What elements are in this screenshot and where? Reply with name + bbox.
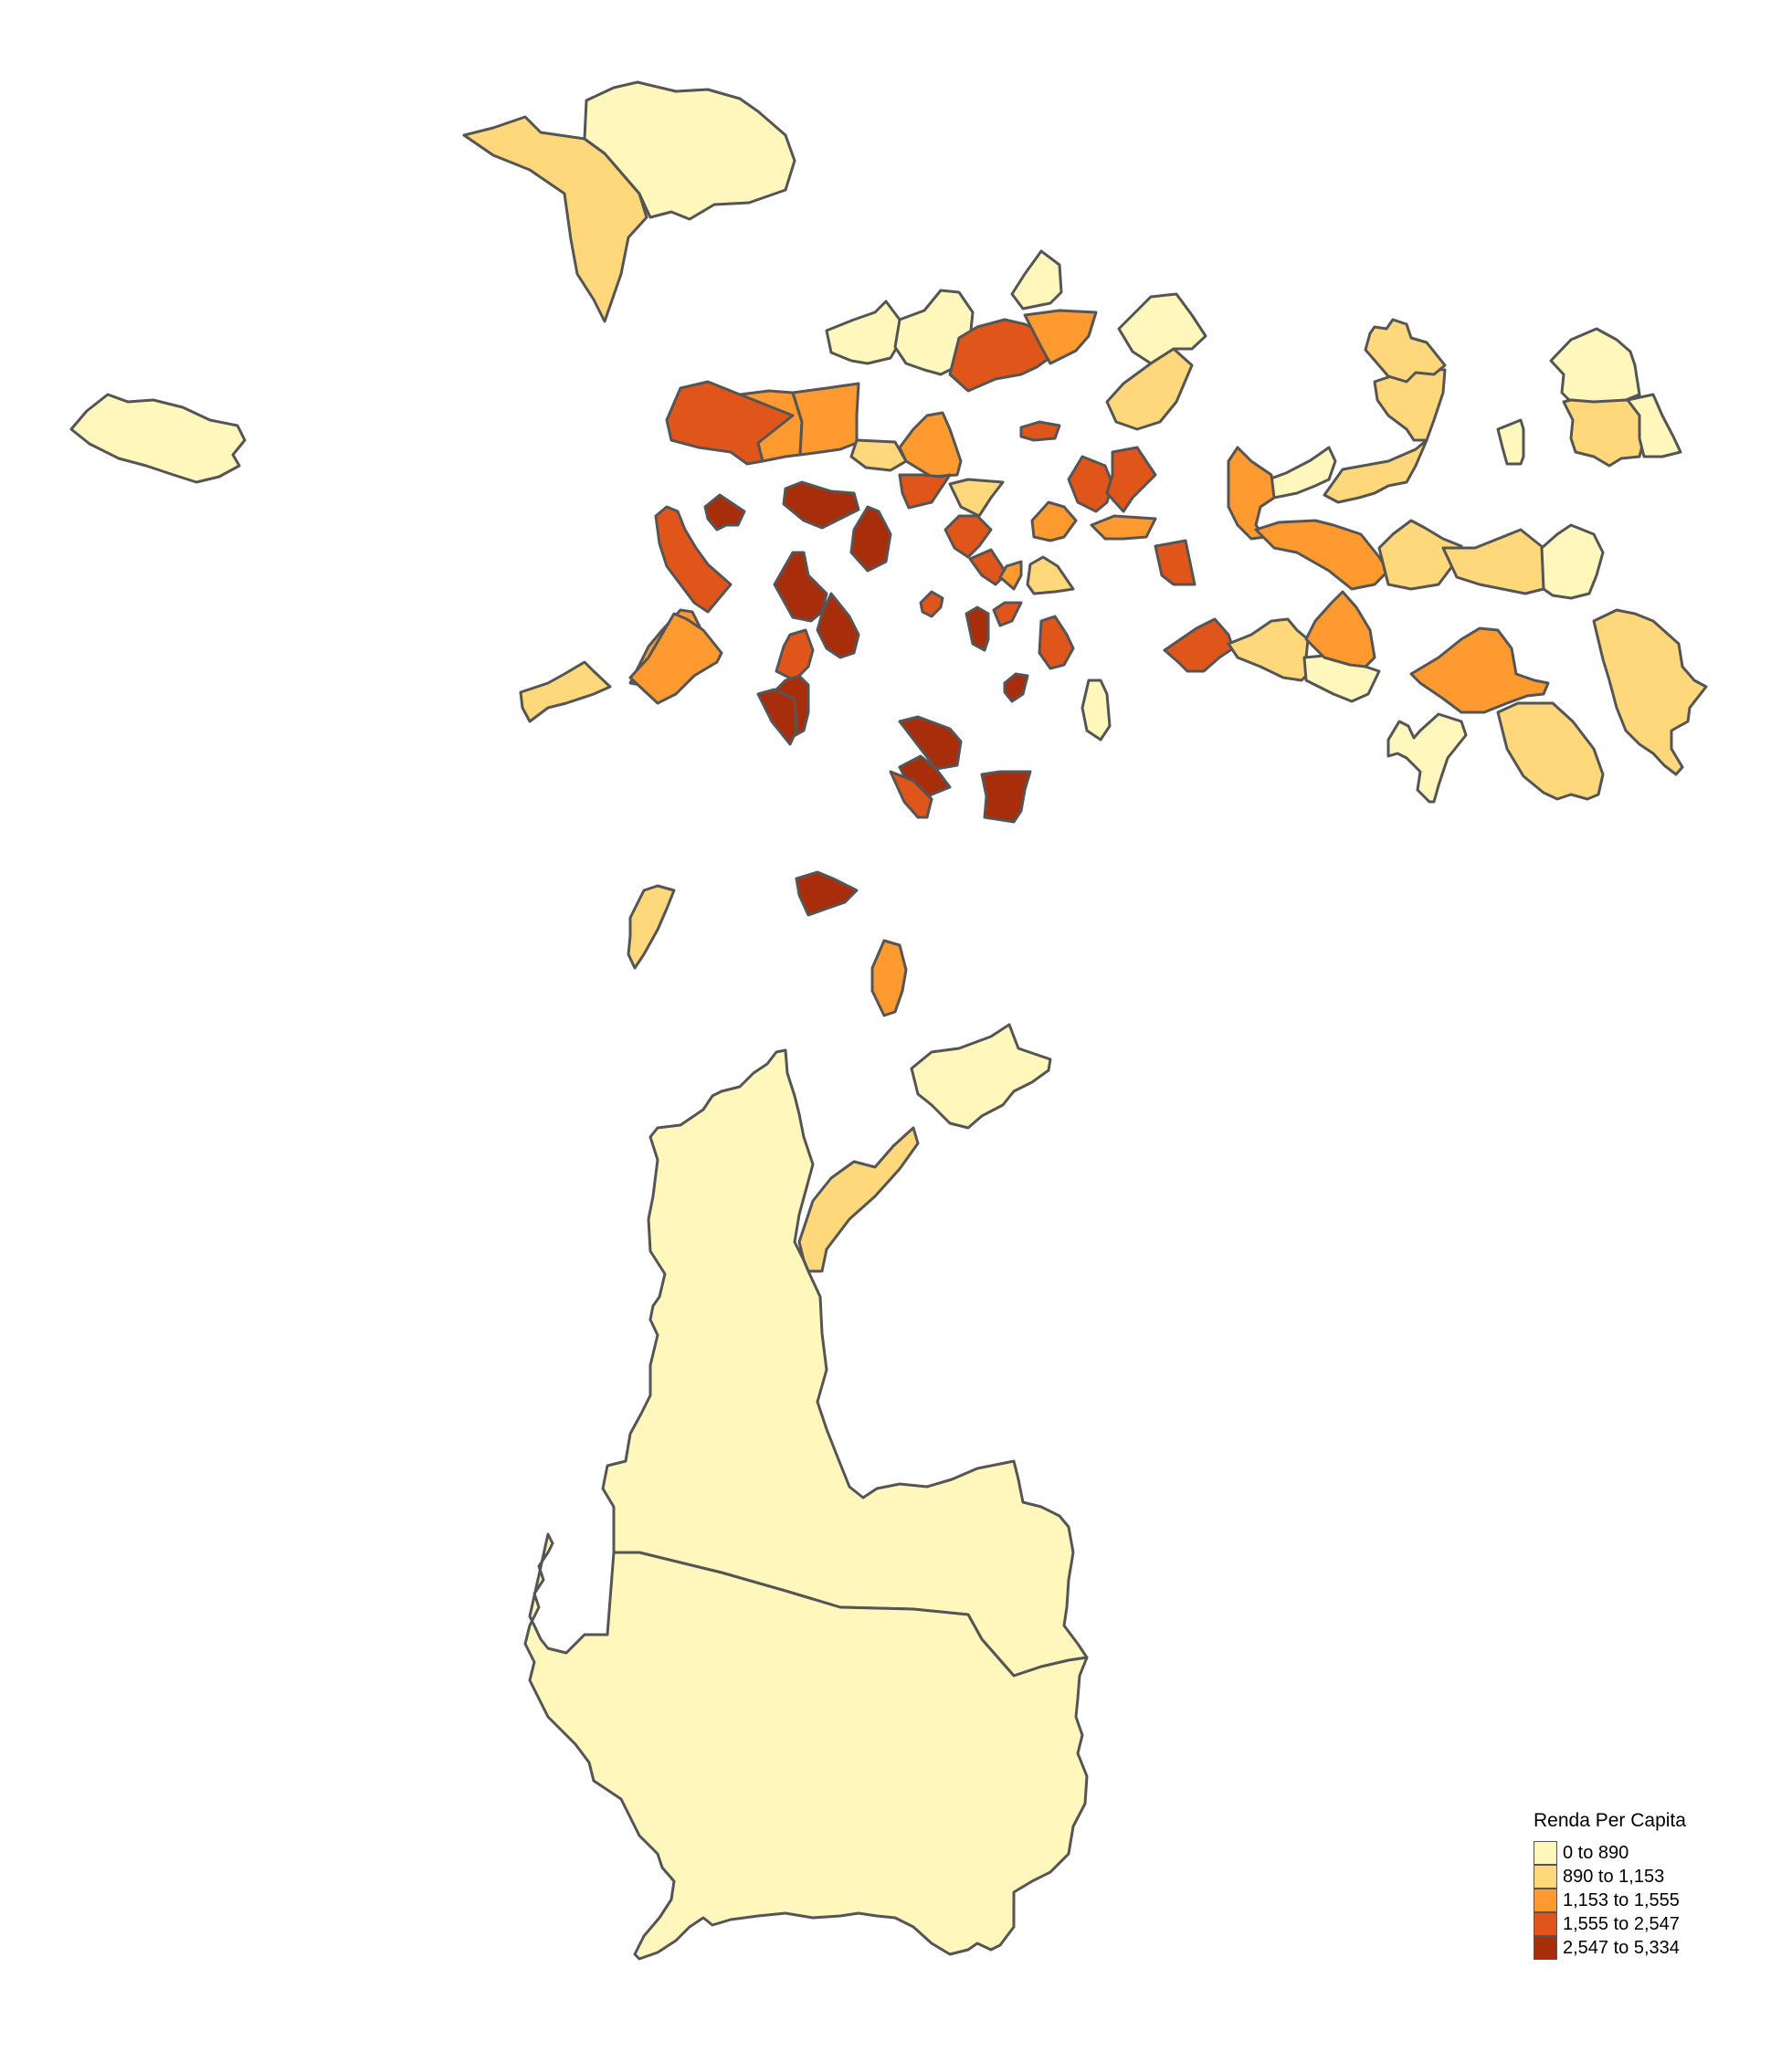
region-east-13[interactable] xyxy=(1409,626,1550,714)
legend-item: 2,547 to 5,334 xyxy=(1534,1936,1686,1960)
region-core-5[interactable] xyxy=(773,551,828,623)
region-east-10[interactable] xyxy=(1377,519,1463,591)
region-center-8[interactable] xyxy=(943,514,993,559)
region-center-10[interactable] xyxy=(1030,500,1078,542)
legend-label: 1,555 to 2,547 xyxy=(1563,1913,1680,1934)
region-east-15[interactable] xyxy=(1386,712,1468,804)
region-east-19[interactable] xyxy=(1549,327,1641,404)
region-east-17[interactable] xyxy=(1364,318,1447,384)
region-south-1[interactable] xyxy=(756,688,798,746)
region-east-16[interactable] xyxy=(1592,608,1708,776)
region-east-12[interactable] xyxy=(1540,523,1605,600)
legend-label: 2,547 to 5,334 xyxy=(1563,1937,1680,1958)
region-east-20[interactable] xyxy=(1562,393,1646,468)
region-west-3[interactable] xyxy=(519,660,612,723)
region-center-12[interactable] xyxy=(998,560,1023,591)
region-center-14b[interactable] xyxy=(1080,679,1112,742)
legend-item: 1,153 to 1,555 xyxy=(1534,1889,1686,1912)
region-north-g[interactable] xyxy=(1105,347,1194,431)
region-core-10[interactable] xyxy=(919,590,944,618)
region-south-4[interactable] xyxy=(889,770,933,819)
region-east-3[interactable] xyxy=(1323,438,1428,504)
region-north-f[interactable] xyxy=(1117,292,1207,365)
region-center-west-3[interactable] xyxy=(791,382,860,457)
legend-swatch xyxy=(1534,1865,1557,1889)
region-south-7[interactable] xyxy=(870,939,908,1017)
legend-title: Renda Per Capita xyxy=(1534,1810,1686,1831)
region-north-c[interactable] xyxy=(1010,249,1063,310)
region-core-11[interactable] xyxy=(992,601,1023,627)
legend-item: 890 to 1,153 xyxy=(1534,1865,1686,1889)
region-west-1[interactable] xyxy=(654,505,733,614)
legend-swatch xyxy=(1534,1936,1557,1960)
region-south-5[interactable] xyxy=(795,870,859,917)
region-center-14[interactable] xyxy=(1154,539,1196,586)
region-core-9[interactable] xyxy=(628,612,723,705)
region-center-2[interactable] xyxy=(1003,672,1029,703)
region-east-7[interactable] xyxy=(1227,617,1317,682)
region-center-7[interactable] xyxy=(1105,446,1157,513)
legend-swatch xyxy=(1534,1841,1557,1865)
legend-item: 0 to 890 xyxy=(1534,1841,1686,1865)
region-east-18[interactable] xyxy=(1496,418,1525,466)
region-east-21[interactable] xyxy=(1626,393,1682,458)
region-south-3[interactable] xyxy=(980,770,1032,824)
region-east-6[interactable] xyxy=(1163,617,1235,673)
region-center-small-1[interactable] xyxy=(1019,420,1061,442)
region-core-7[interactable] xyxy=(775,628,815,682)
region-east-9[interactable] xyxy=(1304,590,1376,668)
region-south-2[interactable] xyxy=(1038,615,1075,670)
region-north-d[interactable] xyxy=(948,318,1054,393)
region-north-a[interactable] xyxy=(825,300,901,365)
region-east-4[interactable] xyxy=(1227,446,1276,541)
legend-swatch xyxy=(1534,1912,1557,1936)
region-center-west-2[interactable] xyxy=(738,389,804,463)
region-south-6[interactable] xyxy=(627,884,676,970)
region-far-west-island[interactable] xyxy=(69,393,247,484)
legend-label: 0 to 890 xyxy=(1563,1842,1629,1863)
map-legend: Renda Per Capita 0 to 890 890 to 1,153 1… xyxy=(1534,1810,1686,1960)
region-south-8[interactable] xyxy=(910,1023,1052,1130)
region-center-5[interactable] xyxy=(948,478,1005,518)
legend-item: 1,555 to 2,547 xyxy=(1534,1912,1686,1936)
region-north-west-coast[interactable] xyxy=(462,115,648,323)
region-north-plateau[interactable] xyxy=(583,80,796,221)
region-center-13[interactable] xyxy=(1090,514,1157,541)
region-center-9[interactable] xyxy=(1026,555,1075,595)
legend-label: 890 to 1,153 xyxy=(1563,1866,1665,1887)
region-south-large-south[interactable] xyxy=(523,1532,1089,1961)
region-east-14[interactable] xyxy=(1496,701,1605,801)
region-east-11[interactable] xyxy=(1441,528,1550,595)
region-center-6[interactable] xyxy=(1067,455,1114,513)
region-south-9[interactable] xyxy=(797,1126,920,1273)
region-core-3[interactable] xyxy=(898,473,952,510)
region-center-west-4[interactable] xyxy=(849,438,908,472)
region-core-4[interactable] xyxy=(849,505,892,573)
region-north-e[interactable] xyxy=(1023,309,1098,365)
legend-label: 1,153 to 1,555 xyxy=(1563,1889,1680,1910)
region-core-6[interactable] xyxy=(816,592,860,659)
region-center-3[interactable] xyxy=(898,715,963,771)
region-center-1[interactable] xyxy=(965,605,990,652)
region-east-5[interactable] xyxy=(1254,519,1390,591)
region-core-2[interactable] xyxy=(782,480,860,530)
region-core-1[interactable] xyxy=(703,493,746,531)
region-center-west-5[interactable] xyxy=(898,411,963,479)
legend-swatch xyxy=(1534,1889,1557,1912)
